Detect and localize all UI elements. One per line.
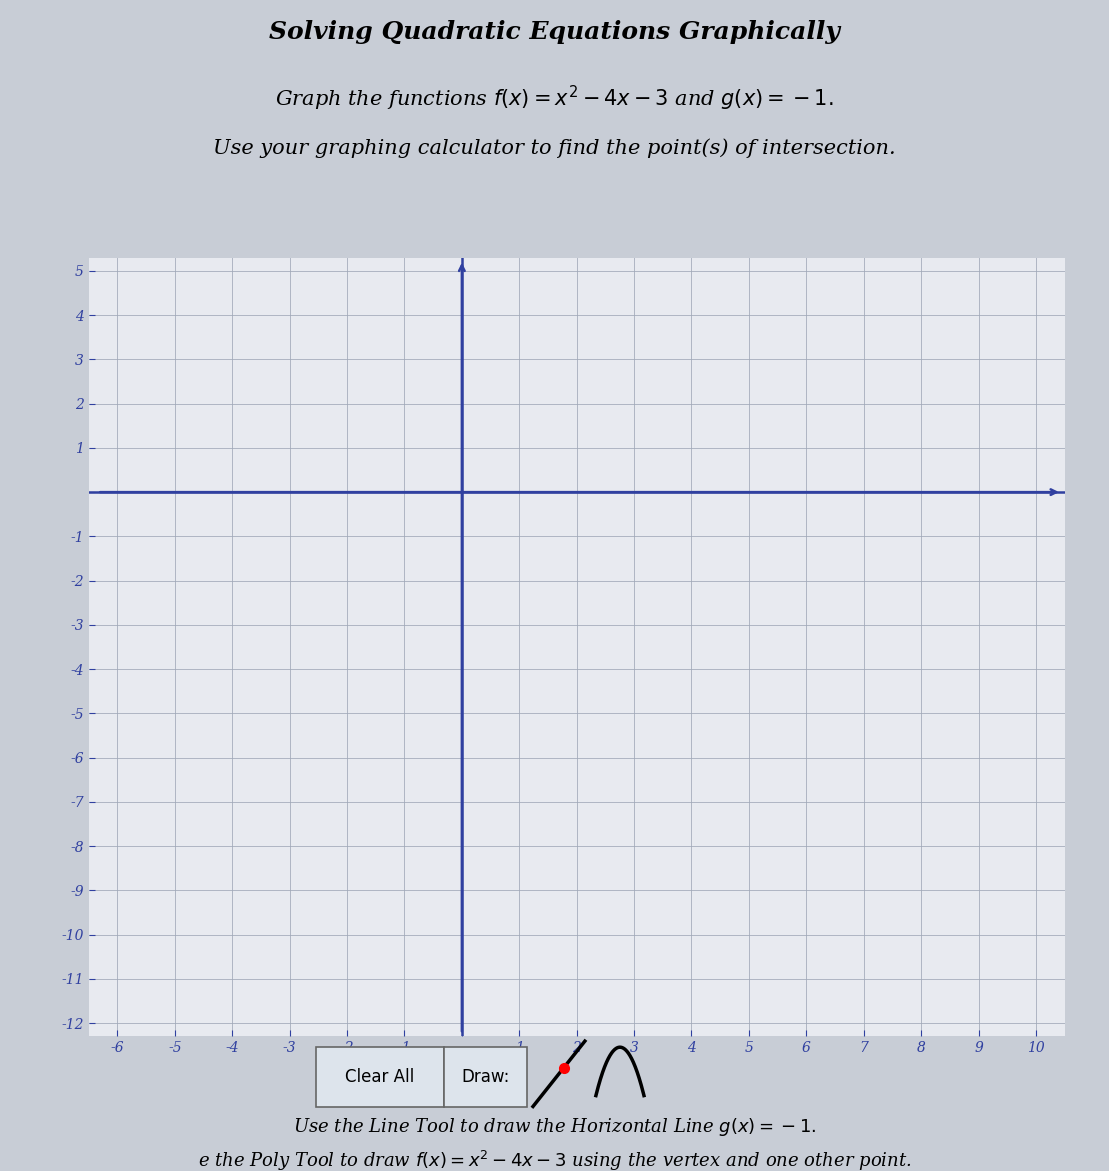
Bar [444, 1047, 527, 1107]
Text: Solving Quadratic Equations Graphically: Solving Quadratic Equations Graphically [269, 20, 840, 44]
Text: Draw:: Draw: [461, 1068, 510, 1086]
Bar [316, 1047, 444, 1107]
Text: Clear All: Clear All [345, 1068, 415, 1086]
Text: Graph the functions $f(x) =x^2 - 4x - 3$ and $g(x) = -1.$: Graph the functions $f(x) =x^2 - 4x - 3$… [275, 84, 834, 114]
Text: Use your graphing calculator to find the point(s) of intersection.: Use your graphing calculator to find the… [213, 138, 896, 158]
Text: Use the Line Tool to draw the Horizontal Line $g(x) = -1.$: Use the Line Tool to draw the Horizontal… [293, 1116, 816, 1138]
Text: e the Poly Tool to draw $f(x) =x^2 - 4x - 3$ using the vertex and one other poin: e the Poly Tool to draw $f(x) =x^2 - 4x … [197, 1149, 912, 1171]
